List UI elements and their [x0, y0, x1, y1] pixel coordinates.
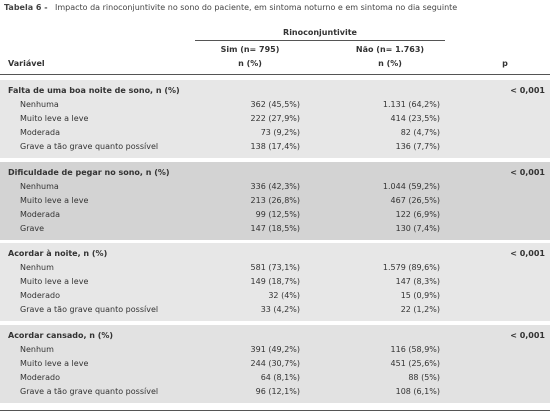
cell: 467 (26,5%)	[390, 196, 440, 205]
row-label: Grave a tão grave quanto possível	[20, 387, 159, 396]
group-background	[0, 162, 550, 240]
group-label: Dificuldade de pegar no sono, n (%)	[8, 168, 170, 177]
row-label: Nenhuma	[20, 100, 59, 109]
cell: 147 (8,3%)	[395, 277, 440, 286]
p-value: < 0,001	[510, 86, 545, 95]
row-label: Nenhuma	[20, 182, 59, 191]
row-label: Moderada	[20, 128, 60, 137]
cell: 1.044 (59,2%)	[382, 182, 440, 191]
group-background	[0, 243, 550, 321]
cell: 391 (49,2%)	[250, 345, 300, 354]
cell: 64 (8,1%)	[260, 373, 300, 382]
cell: 88 (5%)	[408, 373, 440, 382]
row-label: Grave a tão grave quanto possível	[20, 305, 159, 314]
col-unit: n (%)	[238, 59, 262, 68]
cell: 1.131 (64,2%)	[382, 100, 440, 109]
cell: 108 (6,1%)	[395, 387, 440, 396]
cell: 99 (12,5%)	[255, 210, 300, 219]
col-header: Não (n= 1.763)	[355, 45, 425, 54]
row-label: Grave a tão grave quanto possível	[20, 142, 159, 151]
p-header: p	[502, 59, 508, 68]
row-label: Muito leve a leve	[20, 114, 89, 123]
group-label: Acordar cansado, n (%)	[8, 331, 114, 340]
col-header: Sim (n= 795)	[220, 45, 280, 54]
row-label: Nenhum	[20, 263, 54, 272]
row-label: Muito leve a leve	[20, 277, 89, 286]
group-label: Falta de uma boa noite de sono, n (%)	[8, 86, 180, 95]
cell: 149 (18,7%)	[250, 277, 300, 286]
table-label: Tabela 6 -	[4, 3, 48, 12]
cell: 213 (26,8%)	[250, 196, 300, 205]
row-label: Moderado	[20, 291, 60, 300]
cell: 96 (12,1%)	[255, 387, 300, 396]
cell: 32 (4%)	[268, 291, 300, 300]
col-unit: n (%)	[378, 59, 402, 68]
cell: 116 (58,9%)	[390, 345, 440, 354]
p-value: < 0,001	[510, 331, 545, 340]
cell: 73 (9,2%)	[260, 128, 300, 137]
group-background	[0, 325, 550, 403]
p-value: < 0,001	[510, 168, 545, 177]
row-label: Grave	[20, 224, 45, 233]
cell: 130 (7,4%)	[395, 224, 440, 233]
cell: 22 (1,2%)	[400, 305, 440, 314]
group-label: Acordar à noite, n (%)	[8, 249, 108, 258]
group-background	[0, 80, 550, 158]
cell: 222 (27,9%)	[250, 114, 300, 123]
p-value: < 0,001	[510, 249, 545, 258]
cell: 136 (7,7%)	[395, 142, 440, 151]
cell: 336 (42,3%)	[250, 182, 300, 191]
row-label: Moderada	[20, 210, 60, 219]
row-label: Muito leve a leve	[20, 359, 89, 368]
cell: 147 (18,5%)	[250, 224, 300, 233]
cell: 581 (73,1%)	[250, 263, 300, 272]
rule	[0, 74, 550, 75]
cell: 15 (0,9%)	[400, 291, 440, 300]
row-label: Moderado	[20, 373, 60, 382]
variable-header: Variável	[8, 59, 45, 68]
cell: 362 (45,5%)	[250, 100, 300, 109]
row-label: Nenhum	[20, 345, 54, 354]
cell: 244 (30,7%)	[250, 359, 300, 368]
cell: 1.579 (89,6%)	[382, 263, 440, 272]
cell: 451 (25,6%)	[390, 359, 440, 368]
group-header: Rinoconjuntivite	[283, 28, 357, 37]
cell: 138 (17,4%)	[250, 142, 300, 151]
cell: 414 (23,5%)	[390, 114, 440, 123]
rule	[0, 410, 550, 411]
cell: 82 (4,7%)	[400, 128, 440, 137]
cell: 122 (6,9%)	[395, 210, 440, 219]
row-label: Muito leve a leve	[20, 196, 89, 205]
rule	[195, 40, 445, 41]
cell: 33 (4,2%)	[260, 305, 300, 314]
table-title: Impacto da rinoconjuntivite no sono do p…	[55, 3, 458, 12]
